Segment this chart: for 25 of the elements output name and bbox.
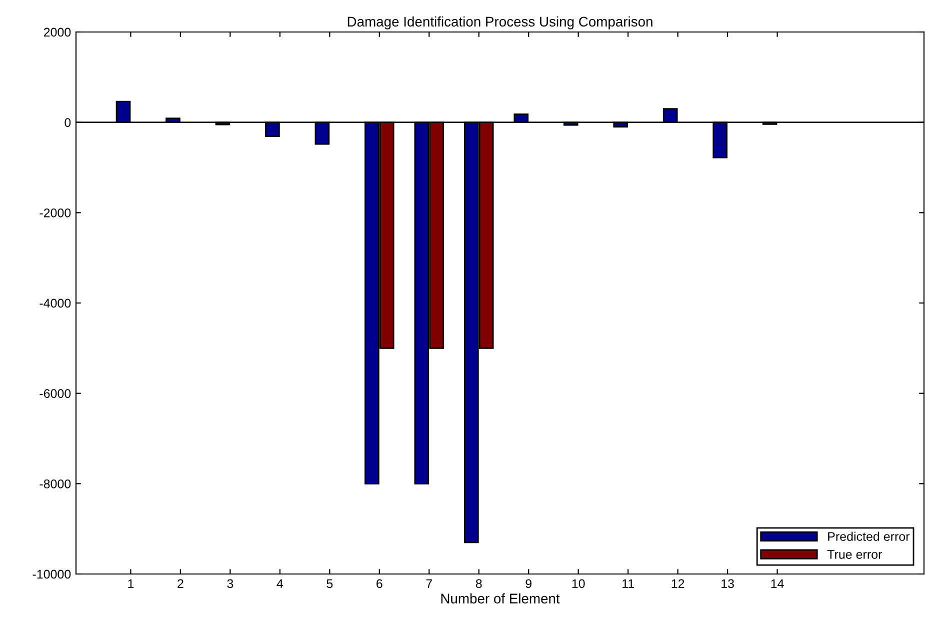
x-tick-label: 14 [771, 579, 784, 588]
chart-title: Damage Identification Process Using Comparison [348, 16, 652, 30]
x-tick-label: 1 [128, 579, 134, 588]
legend-label: True error [827, 550, 882, 559]
x-tick-label: 7 [426, 579, 432, 588]
x-tick-label: 2 [178, 579, 184, 588]
x-tick-label: 6 [376, 579, 382, 588]
y-tick-label: -6000 [40, 389, 71, 398]
x-tick-label: 9 [526, 579, 532, 588]
y-tick-label: -4000 [40, 298, 71, 308]
y-tick-label: -10000 [32, 570, 71, 579]
x-tick-label: 10 [572, 579, 585, 588]
x-tick-label: 8 [476, 579, 482, 588]
x-tick-label: 4 [276, 579, 284, 588]
y-tick-label: 0 [64, 118, 71, 127]
x-tick-label: 13 [722, 579, 734, 588]
x-tick-label: 5 [326, 579, 333, 588]
y-tick-label: -8000 [40, 479, 71, 488]
legend-label: Predicted error [828, 532, 910, 541]
x-tick-label: 12 [672, 579, 684, 588]
y-tick-label: -2000 [40, 208, 71, 218]
y-tick-label: 2000 [44, 28, 71, 37]
x-axis-title: Number of Element [441, 593, 560, 604]
x-tick-label: 3 [227, 579, 234, 588]
x-tick-label: 11 [622, 579, 634, 588]
